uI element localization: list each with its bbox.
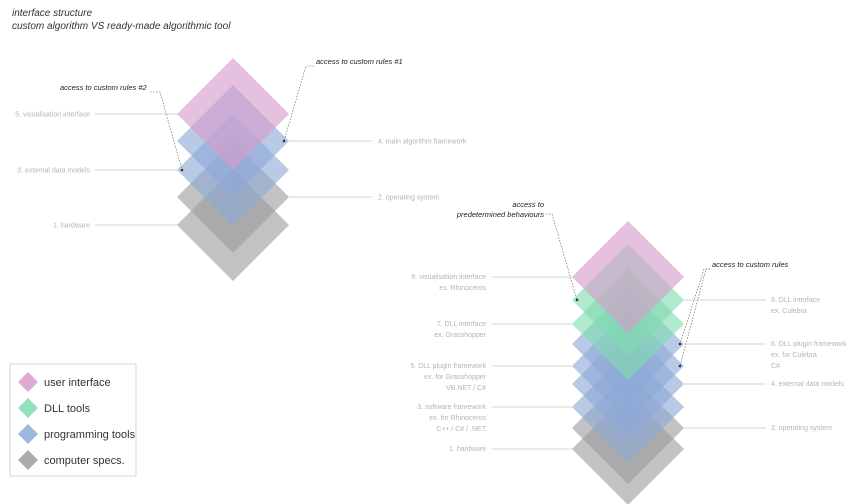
legend-swatch-computer-specs <box>18 450 38 470</box>
title-line-2: custom algorithm VS ready-made algorithm… <box>12 21 231 32</box>
title-line-1: interface structure <box>12 8 92 19</box>
access-behaviours-label-1: access to <box>512 200 544 209</box>
label-r-operating-system: 2. operating system <box>771 425 832 432</box>
access-behaviours-label-2: predetermined behaviours <box>456 210 544 219</box>
access-custom-rules-line-1 <box>679 268 710 345</box>
access-behaviours-dot <box>575 298 579 302</box>
label-r-plugin5-2: ex. for Grasshopper <box>424 374 487 381</box>
label-r-external-data: 4. external data models <box>771 381 844 388</box>
access-custom-rules-2-dot <box>180 168 184 172</box>
legend: user interface DLL tools programming tools… <box>9 363 137 477</box>
access-custom-rules-line-2 <box>679 268 710 367</box>
label-r-plugin5-3: VB.NET / C# <box>446 385 486 392</box>
label-r-software-2: ex. for Rhinoceros <box>429 415 486 422</box>
label-r-software-3: C++ / C# / .NET <box>436 426 487 433</box>
label-r-hardware: 1. hardware <box>449 446 486 453</box>
legend-label-dll-tools: DLL tools <box>44 403 91 415</box>
right-layer-visualisation <box>572 221 684 333</box>
label-r-vis-1: 9. visualisation interface <box>411 274 486 281</box>
legend-frame <box>9 363 137 477</box>
legend-swatch-user-interface <box>18 372 38 392</box>
label-r-plugin6-1: 6. DLL plugin framework <box>771 341 847 348</box>
legend-swatch-dll-tools <box>18 398 38 418</box>
label-r-plugin6-3: C# <box>771 363 780 370</box>
label-visualisation-interface: 5. visualisation interface <box>15 112 90 119</box>
label-r-vis-2: ex. Rhinoceros <box>439 285 486 292</box>
access-custom-rules-2-line <box>150 91 183 171</box>
label-r-plugin5-1: 5. DLL plugin framework <box>410 363 486 370</box>
access-behaviours-line <box>546 213 578 301</box>
access-custom-rules-1-dot <box>282 139 286 143</box>
label-r-software-1: 3. software framework <box>417 404 486 411</box>
legend-label-user-interface: user interface <box>44 377 111 389</box>
label-hardware: 1. hardware <box>53 223 90 230</box>
label-operating-system: 2. operating system <box>378 195 439 202</box>
label-main-algorithm-framework: 4. main algorithm framework <box>378 139 467 146</box>
label-r-dll8-1: 8. DLL interface <box>771 297 820 304</box>
left-layer-visualisation <box>177 58 289 170</box>
right-layer-stack <box>572 221 684 504</box>
legend-label-computer-specs: computer specs. <box>44 455 125 467</box>
left-layer-stack <box>177 58 289 281</box>
access-custom-rules-1-line <box>283 65 314 142</box>
label-r-dll7-2: ex. Grasshopper <box>434 332 486 339</box>
access-custom-rules-1-label: access to custom rules #1 <box>316 57 403 66</box>
label-r-plugin6-2: ex. for Culebra <box>771 352 817 359</box>
access-custom-rules-label: access to custom rules <box>712 260 789 269</box>
label-external-data-models: 3. external data models <box>17 168 90 175</box>
legend-swatch-programming-tools <box>18 424 38 444</box>
access-custom-rules-2-label: access to custom rules #2 <box>60 83 148 92</box>
legend-label-programming-tools: programming tools <box>44 429 136 441</box>
label-r-dll7-1: 7. DLL interface <box>437 321 486 328</box>
access-custom-rules-dot-1 <box>678 342 682 346</box>
left-leader-lines <box>95 113 372 226</box>
label-r-dll8-2: ex. Culebra <box>771 308 807 315</box>
access-custom-rules-dot-2 <box>678 364 682 368</box>
